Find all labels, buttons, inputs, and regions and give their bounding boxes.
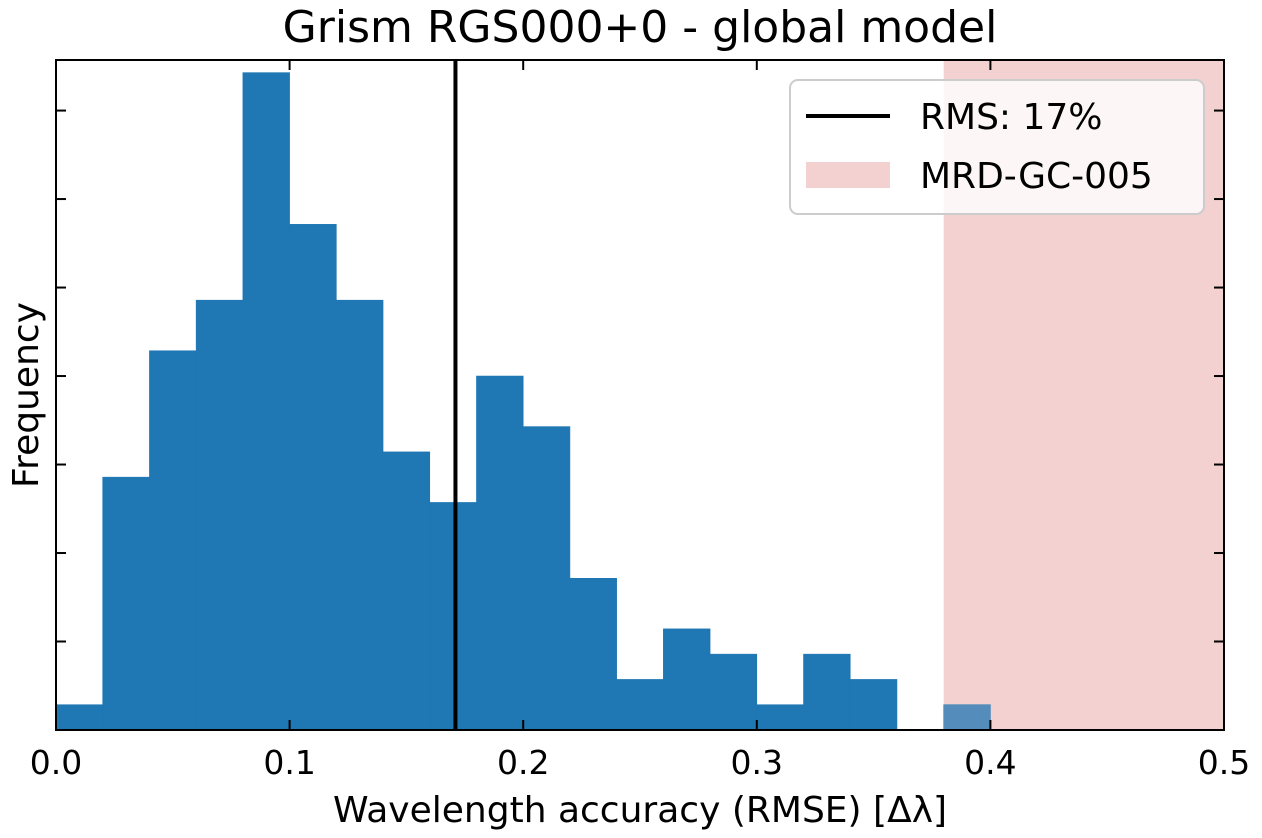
histogram-bar (242, 72, 290, 731)
histogram-bar (709, 653, 758, 731)
band-overlap-layer (943, 704, 991, 730)
x-tick-label: 0.3 (731, 743, 783, 782)
x-tick-label: 0.5 (1198, 743, 1250, 782)
histogram-bar (289, 224, 337, 731)
x-tick-label: 0.1 (263, 743, 315, 782)
histogram-bar (336, 299, 384, 731)
histogram-bars (55, 72, 991, 731)
x-tick-label: 0.0 (30, 743, 82, 782)
legend: RMS: 17% MRD-GC-005 (789, 79, 1205, 215)
x-tick-label: 0.4 (964, 743, 1016, 782)
histogram-bar (522, 426, 571, 731)
legend-requirement-label: MRD-GC-005 (920, 156, 1153, 197)
histogram-bar (569, 578, 617, 731)
legend-rms-label: RMS: 17% (920, 97, 1103, 138)
histogram-bar (429, 502, 477, 731)
histogram-bar (382, 451, 431, 731)
histogram-bar-band-overlap (943, 704, 991, 730)
histogram-bar (849, 679, 898, 731)
legend-box (789, 79, 1205, 215)
histogram-bar (102, 476, 150, 731)
axis-ticks: 0.0 0.1 0.2 0.3 0.4 0.5 (30, 60, 1250, 782)
legend-requirement-swatch (806, 162, 890, 188)
histogram-bar (803, 653, 851, 731)
histogram-bar (149, 350, 197, 731)
histogram-bar (616, 679, 664, 731)
histogram-bar (943, 704, 991, 731)
y-axis-label: Frequency (6, 302, 47, 488)
histogram-bar (663, 628, 711, 731)
chart-title: Grism RGS000+0 - global model (283, 2, 998, 53)
histogram-bar (476, 375, 524, 731)
histogram-bar (756, 704, 804, 731)
x-tick-label: 0.2 (497, 743, 549, 782)
histogram-bar (55, 704, 104, 731)
histogram-bar (195, 299, 244, 731)
x-axis-label: Wavelength accuracy (RMSE) [Δλ] (333, 790, 947, 831)
axes-frame (55, 59, 1225, 731)
